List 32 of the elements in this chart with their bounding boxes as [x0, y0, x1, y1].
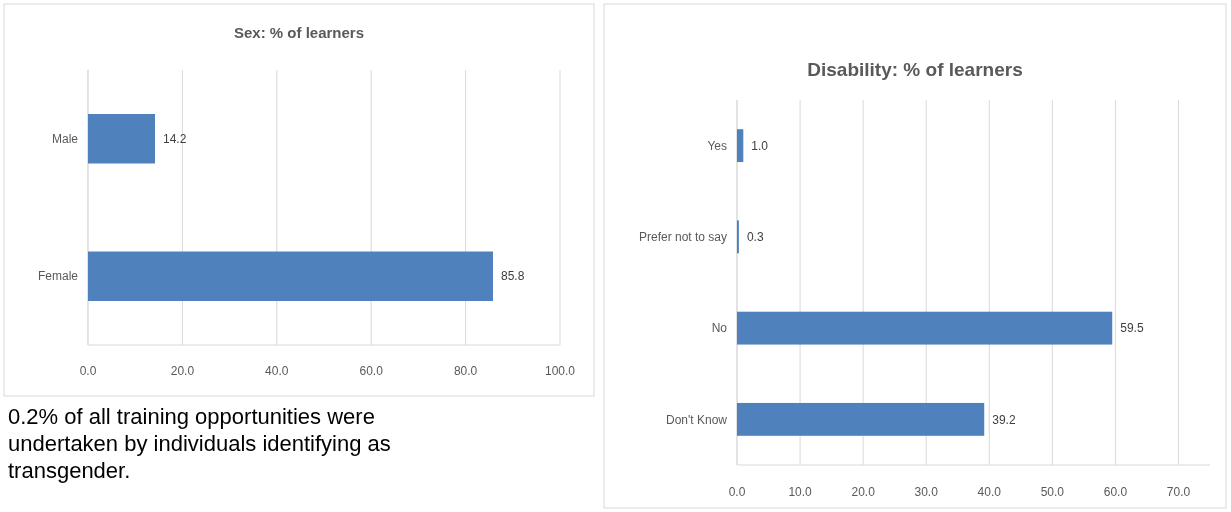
data-label: 85.8 — [500, 269, 525, 284]
bar — [737, 402, 985, 436]
chart-title: Disability: % of learners — [807, 59, 1023, 80]
x-tick-label: 0.0 — [79, 364, 97, 378]
x-tick-label: 40.0 — [265, 364, 289, 378]
x-tick-label: 20.0 — [851, 485, 876, 499]
data-label: 39.2 — [992, 412, 1016, 427]
x-tick-label: 70.0 — [1166, 485, 1191, 499]
x-tick-label: 10.0 — [788, 485, 813, 499]
x-tick-label: 40.0 — [977, 485, 1002, 499]
x-tick-label: 60.0 — [359, 364, 384, 378]
data-label: 14.2 — [163, 131, 187, 146]
text: 0.2% of all training opportunities were undertaken by individuals identifying as transgender. — [8, 404, 391, 483]
y-tick-label: Don't Know — [666, 412, 728, 427]
bar — [737, 129, 744, 163]
x-tick-label: 60.0 — [1103, 485, 1128, 499]
x-tick-label: 80.0 — [453, 364, 478, 378]
x-tick-label: 30.0 — [914, 485, 939, 499]
y-tick-label: Female — [37, 269, 79, 284]
bar — [737, 311, 1113, 345]
data-label: 0.3 — [746, 230, 764, 245]
y-tick-label: No — [711, 321, 728, 336]
x-tick-label: 20.0 — [170, 364, 195, 378]
x-tick-label: 0.0 — [728, 485, 746, 499]
y-tick-label: Prefer not to say — [638, 230, 727, 245]
x-tick-label: 50.0 — [1040, 485, 1065, 499]
y-tick-label: Male — [51, 131, 79, 146]
data-label: 59.5 — [1120, 321, 1144, 336]
chart-title: Sex: % of learners — [233, 24, 365, 41]
x-tick-label: 100.0 — [544, 364, 576, 378]
y-tick-label: Yes — [707, 138, 727, 153]
data-label: 1.0 — [751, 138, 769, 153]
